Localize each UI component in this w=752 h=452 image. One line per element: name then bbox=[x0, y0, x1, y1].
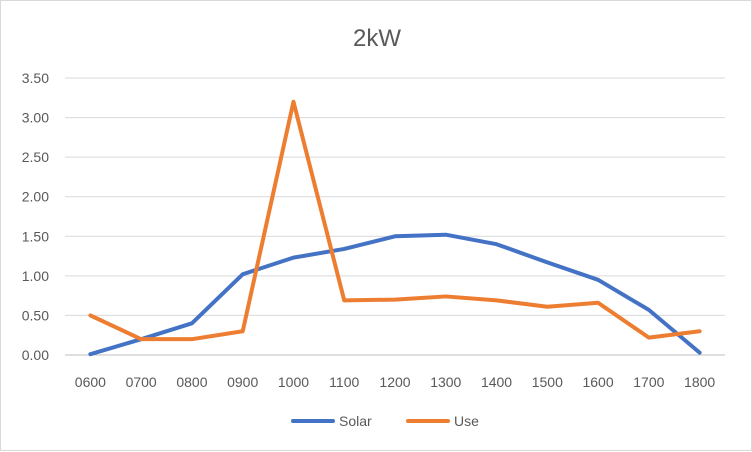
x-tick-label: 1300 bbox=[430, 374, 461, 390]
y-tick-label: 1.50 bbox=[22, 228, 49, 244]
x-tick-label: 0700 bbox=[126, 374, 157, 390]
data-point bbox=[241, 272, 245, 276]
x-tick-label: 1700 bbox=[633, 374, 664, 390]
data-point bbox=[545, 260, 549, 264]
y-tick-label: 2.50 bbox=[22, 149, 49, 165]
legend-label: Use bbox=[454, 413, 479, 429]
x-axis-ticks: 0600 0700 0800 0900 1000 1100 1200 1300 1400 1500… bbox=[75, 374, 716, 390]
data-point bbox=[393, 234, 397, 238]
y-tick-label: 0.50 bbox=[22, 307, 49, 323]
data-point bbox=[241, 329, 245, 333]
y-tick-label: 2.00 bbox=[22, 189, 49, 205]
data-point bbox=[647, 336, 651, 340]
data-point bbox=[342, 298, 346, 302]
chart-title: 2kW bbox=[353, 25, 401, 52]
gridlines bbox=[65, 77, 725, 356]
y-tick-label: 3.50 bbox=[22, 70, 49, 86]
data-point bbox=[139, 337, 143, 341]
series-lines bbox=[88, 99, 702, 357]
data-point bbox=[444, 233, 448, 237]
series-solar bbox=[88, 232, 702, 357]
legend-label: Solar bbox=[339, 413, 372, 429]
data-point bbox=[291, 256, 295, 260]
legend-item-use: Use bbox=[406, 413, 479, 429]
data-point bbox=[444, 294, 448, 298]
x-tick-label: 1400 bbox=[481, 374, 512, 390]
data-point bbox=[495, 242, 499, 246]
legend-item-solar: Solar bbox=[291, 413, 372, 429]
legend: Solar Use bbox=[291, 413, 479, 429]
x-tick-label: 1800 bbox=[684, 374, 715, 390]
data-point bbox=[698, 329, 702, 333]
y-axis-ticks: 0.00 0.50 1.00 1.50 2.00 2.50 3.00 3.50 bbox=[22, 70, 49, 363]
data-point bbox=[596, 278, 600, 282]
data-point bbox=[88, 352, 92, 356]
y-tick-label: 3.00 bbox=[22, 110, 49, 126]
x-tick-label: 1100 bbox=[329, 374, 359, 390]
x-tick-label: 1500 bbox=[532, 374, 563, 390]
data-point bbox=[88, 313, 92, 317]
data-point bbox=[495, 298, 499, 302]
series-line-use bbox=[88, 99, 702, 342]
data-point bbox=[190, 321, 194, 325]
data-point bbox=[698, 351, 702, 355]
x-tick-label: 1000 bbox=[278, 374, 309, 390]
data-point bbox=[190, 337, 194, 341]
data-point bbox=[647, 308, 651, 312]
x-tick-label: 1200 bbox=[379, 374, 410, 390]
data-point bbox=[291, 100, 295, 104]
series-line-solar bbox=[88, 232, 702, 357]
series-use bbox=[88, 99, 702, 342]
y-tick-label: 0.00 bbox=[22, 347, 49, 363]
data-point bbox=[545, 305, 549, 309]
data-point bbox=[596, 301, 600, 305]
data-point bbox=[393, 298, 397, 302]
x-tick-label: 0600 bbox=[75, 374, 106, 390]
y-tick-label: 1.00 bbox=[22, 268, 49, 284]
x-tick-label: 0800 bbox=[176, 374, 207, 390]
x-tick-label: 0900 bbox=[227, 374, 258, 390]
x-tick-label: 1600 bbox=[582, 374, 613, 390]
data-point bbox=[342, 247, 346, 251]
